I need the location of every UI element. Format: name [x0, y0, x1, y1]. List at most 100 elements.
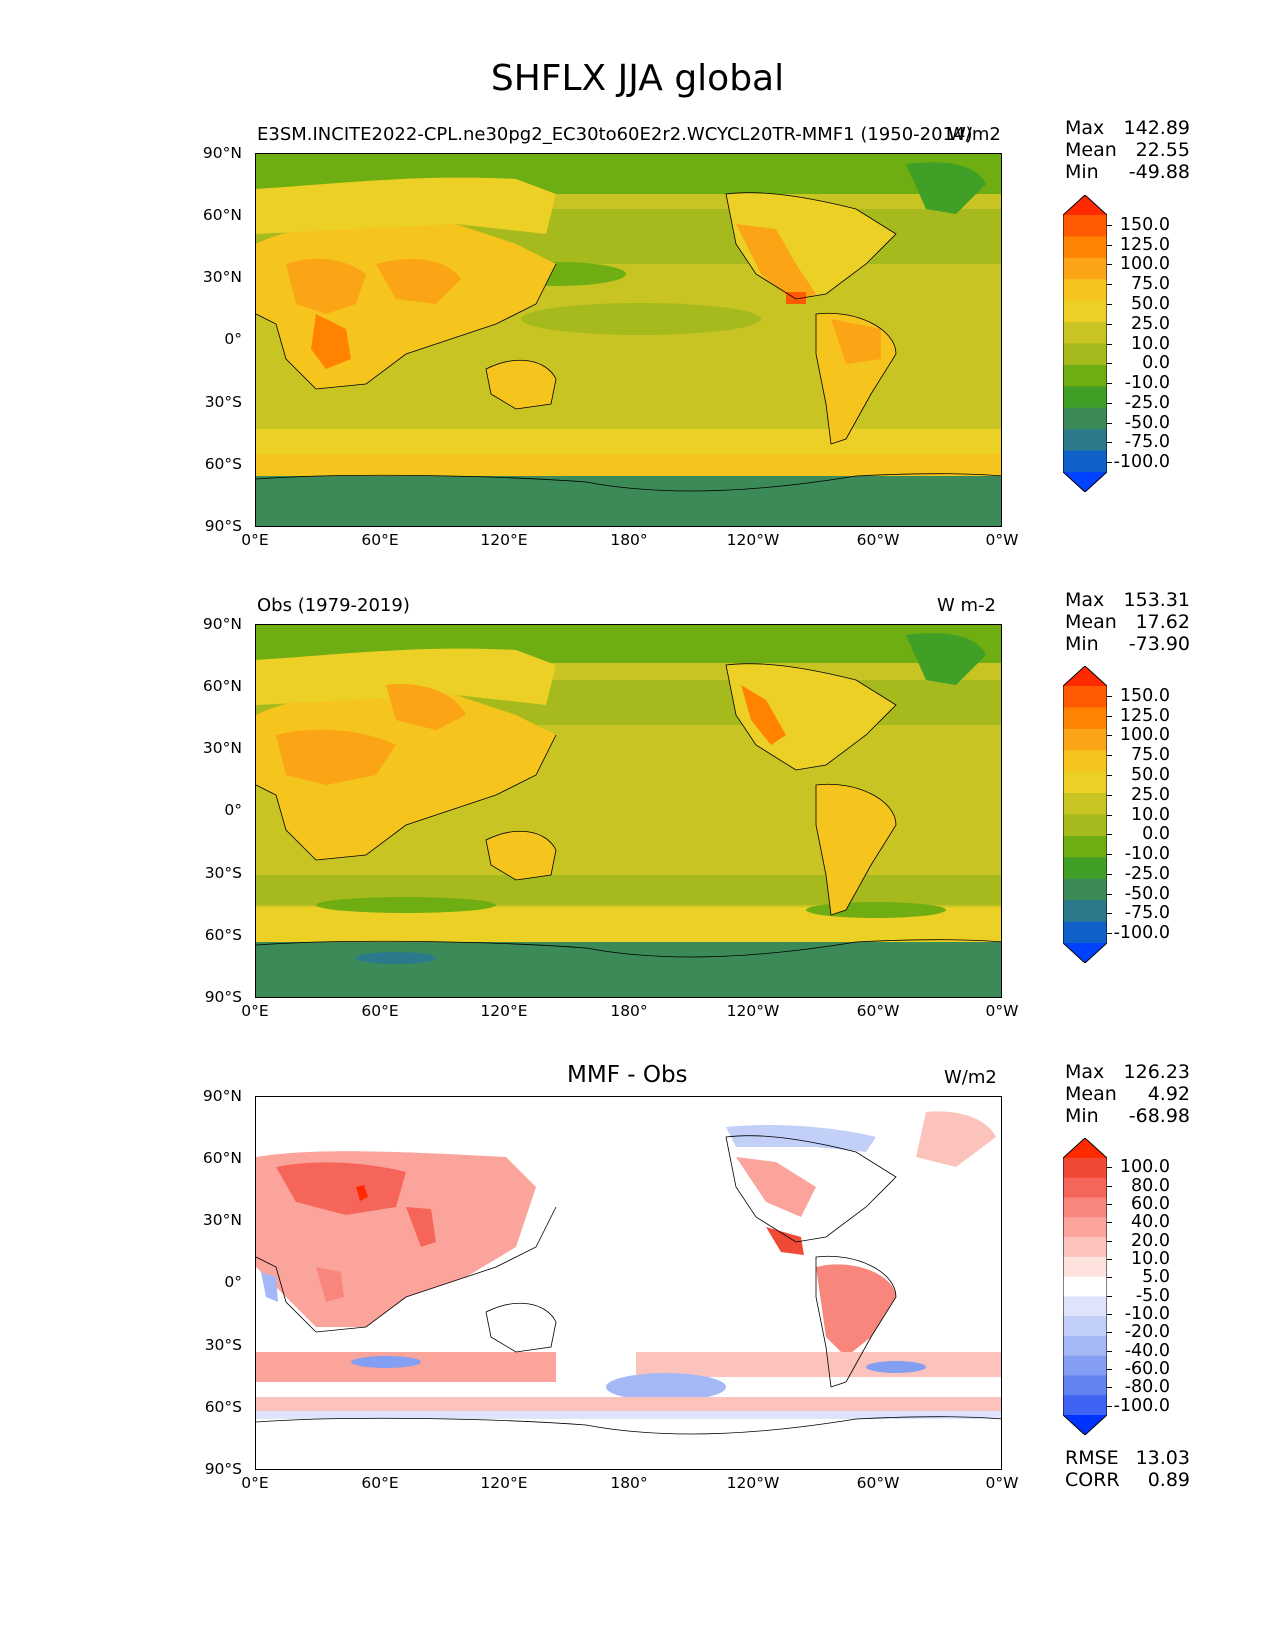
colorbar-segment — [1063, 364, 1107, 387]
colorbar-segment — [1063, 686, 1107, 708]
colorbar-level-label: 50.0 — [1131, 293, 1170, 314]
colorbar-segment — [1063, 343, 1107, 366]
panel1-lon-label: 180° — [610, 531, 648, 549]
panel2-lon-label: 180° — [610, 1002, 648, 1020]
colorbar-level-label: 60.0 — [1131, 1193, 1170, 1214]
colorbar-extend-min — [1063, 472, 1107, 492]
colorbar-extend-max — [1063, 195, 1107, 215]
colorbar-tick — [1107, 933, 1112, 935]
panel2-lat-label: 0° — [224, 801, 242, 819]
panel2-lat-label: 90°N — [202, 615, 242, 633]
colorbar-tick — [1107, 1405, 1112, 1407]
colorbar-tick — [1107, 224, 1112, 226]
colorbar-level-label: 75.0 — [1131, 745, 1170, 766]
colorbar-tick — [1107, 1387, 1112, 1389]
colorbar-tick — [1107, 1277, 1112, 1279]
colorbar-level-label: 10.0 — [1131, 333, 1170, 354]
panel1-lon-label: 0°E — [241, 531, 269, 549]
colorbar-extend-max — [1063, 666, 1107, 686]
colorbar-tick — [1107, 462, 1112, 464]
colorbar-tick — [1107, 893, 1112, 895]
colorbar-segment — [1063, 1335, 1107, 1357]
panel2-lon-label: 120°W — [726, 1002, 780, 1020]
panel2-lat-label: 90°S — [204, 988, 242, 1006]
colorbar-segment — [1063, 1316, 1107, 1337]
panel1-stat-min: Min -49.88 — [1065, 161, 1190, 183]
panel1-lon-label: 120°E — [480, 531, 528, 549]
colorbar-level-label: 80.0 — [1131, 1175, 1170, 1196]
colorbar-level-label: 0.0 — [1142, 824, 1170, 845]
colorbar-segment — [1063, 1158, 1107, 1179]
panel2-units: W m-2 — [937, 595, 997, 616]
colorbar-level-label: 40.0 — [1131, 1212, 1170, 1233]
colorbar-segment — [1063, 1276, 1107, 1297]
colorbar-level-label: 0.0 — [1142, 353, 1170, 374]
panel2-stat-mean: Mean 17.62 — [1065, 611, 1190, 633]
colorbar-level-label: 75.0 — [1131, 274, 1170, 295]
page-title: SHFLX JJA global — [490, 58, 785, 99]
colorbar-tick — [1107, 363, 1112, 365]
colorbar-level-label: -80.0 — [1124, 1377, 1170, 1398]
colorbar-level-label: -75.0 — [1124, 903, 1170, 924]
colorbar-tick — [1107, 1185, 1112, 1187]
colorbar-tick — [1107, 1314, 1112, 1316]
panel2-stat-max: Max 153.31 — [1065, 589, 1190, 611]
colorbar-tick — [1107, 774, 1112, 776]
colorbar-level-label: 20.0 — [1131, 1230, 1170, 1251]
colorbar-tick — [1107, 814, 1112, 816]
colorbar-level-label: -100.0 — [1113, 923, 1170, 944]
panel3-stat-min: Min -68.98 — [1065, 1105, 1190, 1127]
colorbar-segment — [1063, 1375, 1107, 1396]
colorbar-level-label: -10.0 — [1124, 373, 1170, 394]
colorbar-level-label: -50.0 — [1124, 412, 1170, 433]
colorbar-segment — [1063, 707, 1107, 730]
colorbar-segment — [1063, 1395, 1107, 1416]
panel2-lon-label: 0°W — [985, 1002, 1019, 1020]
colorbar-segment — [1063, 1197, 1107, 1218]
colorbar-tick — [1107, 1167, 1112, 1169]
panel3-colorbar — [1063, 1138, 1107, 1435]
colorbar-level-label: 25.0 — [1131, 313, 1170, 334]
panel3-lat-label: 30°S — [204, 1336, 242, 1354]
panel2-colorbar — [1063, 666, 1107, 963]
colorbar-level-label: -25.0 — [1124, 392, 1170, 413]
colorbar-level-label: 50.0 — [1131, 764, 1170, 785]
colorbar-segment — [1063, 257, 1107, 280]
panel2-left-title: Obs (1979-2019) — [257, 595, 410, 616]
colorbar-level-label: -25.0 — [1124, 863, 1170, 884]
panel2-lat-label: 60°S — [204, 926, 242, 944]
colorbar-tick — [1107, 913, 1112, 915]
colorbar-segment — [1063, 1217, 1107, 1238]
panel1-lon-label: 0°W — [985, 531, 1019, 549]
corr-metric: CORR 0.89 — [1065, 1469, 1190, 1491]
colorbar-tick — [1107, 1369, 1112, 1371]
panel1-lat-label: 60°S — [204, 455, 242, 473]
colorbar-level-label: -10.0 — [1124, 844, 1170, 865]
colorbar-segment — [1063, 450, 1107, 473]
colorbar-tick — [1107, 1295, 1112, 1297]
colorbar-segment — [1063, 900, 1107, 923]
panel3-units: W/m2 — [944, 1067, 997, 1088]
colorbar-segment — [1063, 1237, 1107, 1258]
panel3-map — [255, 1096, 1002, 1470]
colorbar-tick — [1107, 735, 1112, 737]
panel3-stat-mean: Mean 4.92 — [1065, 1083, 1190, 1105]
colorbar-extend-max — [1063, 1138, 1107, 1158]
rmse-metric: RMSE 13.03 — [1065, 1447, 1190, 1469]
colorbar-segment — [1063, 1256, 1107, 1278]
colorbar-segment — [1063, 793, 1107, 815]
colorbar-level-label: -75.0 — [1124, 432, 1170, 453]
colorbar-segment — [1063, 236, 1107, 259]
panel2-map — [255, 624, 1002, 998]
panel3-center-title: MMF - Obs — [567, 1062, 688, 1088]
panel2-lon-label: 120°E — [480, 1002, 528, 1020]
panel1-lat-label: 90°S — [204, 517, 242, 535]
colorbar-tick — [1107, 323, 1112, 325]
colorbar-segment — [1063, 728, 1107, 751]
panel3-lat-label: 0° — [224, 1273, 242, 1291]
colorbar-level-label: -5.0 — [1135, 1285, 1170, 1306]
colorbar-tick — [1107, 834, 1112, 836]
colorbar-tick — [1107, 1222, 1112, 1224]
colorbar-segment — [1063, 814, 1107, 837]
panel1-lat-label: 30°S — [204, 393, 242, 411]
